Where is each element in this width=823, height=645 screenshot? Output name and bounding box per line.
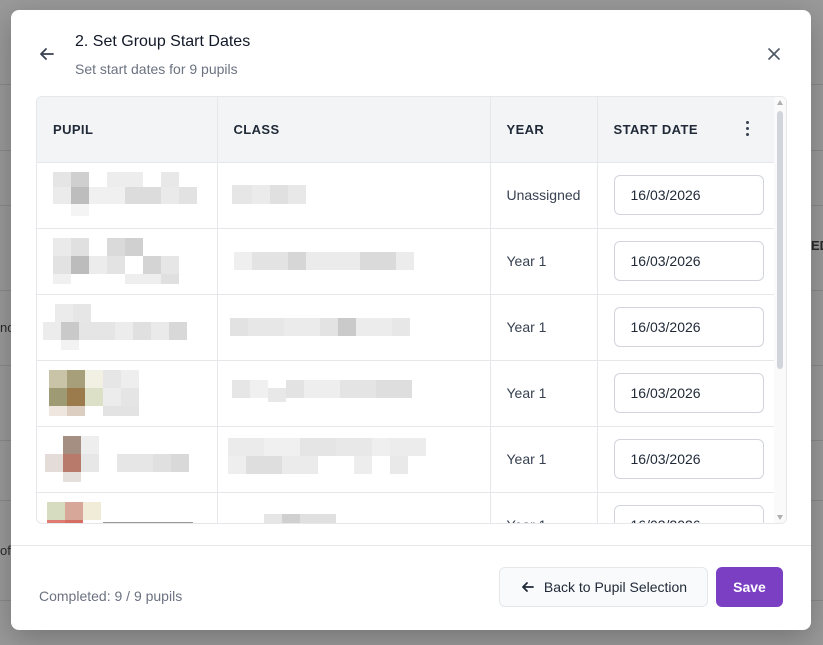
- class-cell-redacted: [217, 294, 491, 361]
- start-dates-table: PUPIL CLASS YEAR START DATE: [36, 96, 787, 524]
- table-row: Year 1: [37, 492, 776, 523]
- class-cell-redacted: [217, 426, 491, 493]
- start-date-cell: [597, 162, 776, 229]
- column-header-pupil: PUPIL: [37, 97, 218, 163]
- start-date-input[interactable]: [613, 373, 764, 413]
- scrollbar-thumb[interactable]: [777, 111, 783, 369]
- start-date-input[interactable]: [613, 175, 764, 215]
- table-row: Year 1: [37, 228, 776, 295]
- year-cell: Year 1: [490, 426, 598, 493]
- start-date-input[interactable]: [613, 307, 764, 347]
- table-row: Year 1: [37, 294, 776, 361]
- year-cell: Year 1: [490, 294, 598, 361]
- pupil-cell-redacted: [37, 228, 218, 295]
- modal-footer: Completed: 9 / 9 pupils Back to Pupil Se…: [11, 545, 811, 630]
- column-header-class: CLASS: [217, 97, 491, 163]
- scroll-down-icon[interactable]: [777, 515, 783, 520]
- start-date-cell: [597, 294, 776, 361]
- back-button-label: Back to Pupil Selection: [543, 579, 688, 595]
- start-date-input[interactable]: [613, 241, 764, 281]
- table-row: Year 1: [37, 360, 776, 427]
- start-date-cell: [597, 228, 776, 295]
- start-date-input[interactable]: [613, 505, 764, 523]
- class-cell-redacted: [217, 492, 491, 523]
- arrow-left-icon: [521, 582, 534, 592]
- table-row: Unassigned: [37, 162, 776, 229]
- pupil-cell-redacted: [37, 294, 218, 361]
- start-date-cell: [597, 492, 776, 523]
- year-cell: Year 1: [490, 360, 598, 427]
- year-cell: Year 1: [490, 492, 598, 523]
- modal-header: 2. Set Group Start Dates Set start dates…: [11, 10, 811, 96]
- column-header-start-date: START DATE: [597, 97, 776, 163]
- scroll-up-icon[interactable]: [777, 100, 783, 105]
- back-to-pupil-selection-button[interactable]: Back to Pupil Selection: [499, 567, 708, 607]
- bg-fragment: of: [0, 543, 11, 558]
- table-scrollbar[interactable]: [774, 97, 786, 523]
- column-header-year: YEAR: [490, 97, 598, 163]
- class-cell-redacted: [217, 228, 491, 295]
- more-options-icon[interactable]: [744, 121, 750, 139]
- start-date-cell: [597, 426, 776, 493]
- class-cell-redacted: [217, 162, 491, 229]
- pupil-cell-redacted: [37, 162, 218, 229]
- completion-status: Completed: 9 / 9 pupils: [39, 588, 183, 604]
- set-start-dates-modal: 2. Set Group Start Dates Set start dates…: [11, 10, 811, 630]
- pupil-cell-redacted: [37, 492, 218, 523]
- table-row: Year 1: [37, 426, 776, 493]
- column-header-start-date-label: START DATE: [613, 121, 698, 137]
- pupil-cell-redacted: [37, 426, 218, 493]
- start-date-cell: [597, 360, 776, 427]
- class-cell-redacted: [217, 360, 491, 427]
- pupil-cell-redacted: [37, 360, 218, 427]
- start-date-input[interactable]: [613, 439, 764, 479]
- modal-subtitle: Set start dates for 9 pupils: [75, 61, 238, 77]
- close-icon[interactable]: [765, 45, 783, 63]
- bg-fragment: ED: [811, 238, 823, 253]
- bg-fragment: no: [0, 320, 15, 335]
- modal-title: 2. Set Group Start Dates: [75, 33, 251, 50]
- year-cell: Year 1: [490, 228, 598, 295]
- save-button[interactable]: Save: [716, 567, 783, 607]
- year-cell: Unassigned: [490, 162, 598, 229]
- arrow-left-icon[interactable]: [37, 44, 57, 64]
